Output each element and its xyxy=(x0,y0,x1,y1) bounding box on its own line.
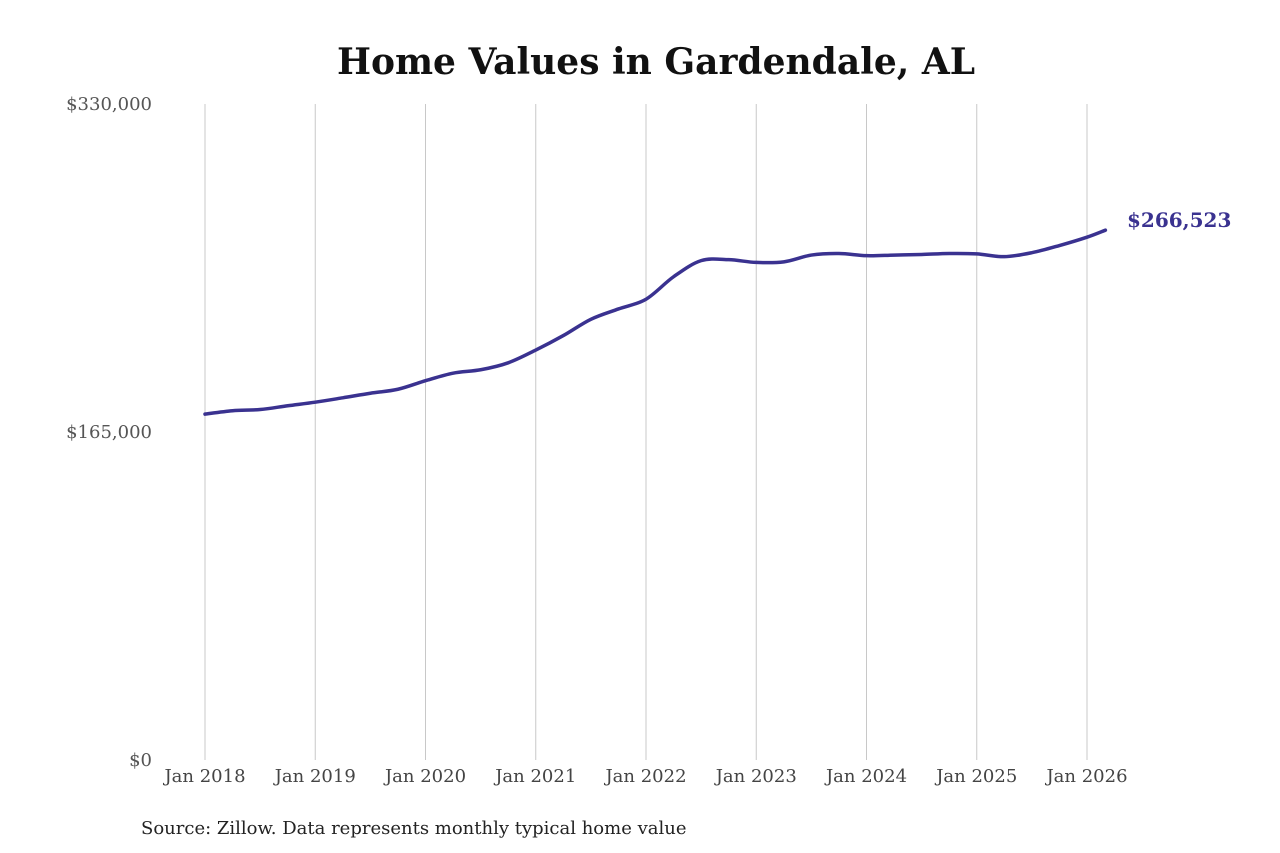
series-layer xyxy=(203,228,1108,416)
x-tick-label: Jan 2018 xyxy=(162,766,245,787)
x-tick-label: Jan 2021 xyxy=(493,766,576,787)
x-tick-label: Jan 2019 xyxy=(273,766,356,787)
chart-title: Home Values in Gardendale, AL xyxy=(337,41,975,83)
y-tick-label: $0 xyxy=(129,750,152,771)
series-line-0 xyxy=(203,228,1108,416)
y-tick-label: $330,000 xyxy=(66,94,152,115)
x-tick-label: Jan 2025 xyxy=(934,766,1017,787)
source-note: Source: Zillow. Data represents monthly … xyxy=(141,818,687,839)
x-tick-label: Jan 2024 xyxy=(824,766,907,787)
x-tick-label: Jan 2020 xyxy=(383,766,466,787)
grid-lines xyxy=(204,104,1088,760)
x-tick-label: Jan 2022 xyxy=(603,766,686,787)
x-tick-label: Jan 2026 xyxy=(1044,766,1127,787)
x-tick-label: Jan 2023 xyxy=(714,766,797,787)
y-axis-ticks: $0 $165,000 $330,000 xyxy=(66,94,152,771)
x-axis-ticks: Jan 2018 Jan 2019 Jan 2020 Jan 2021 Jan 2022… xyxy=(162,766,1127,787)
y-tick-label: $165,000 xyxy=(66,422,152,443)
end-value-label: $266,523 xyxy=(1127,208,1231,232)
